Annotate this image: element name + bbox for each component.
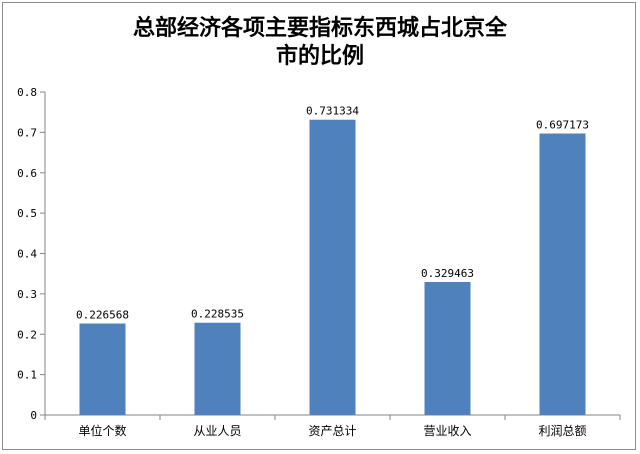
y-tick-label: 0.2 [17, 328, 37, 341]
y-tick-label: 0.5 [17, 207, 37, 220]
data-label: 0.731334 [306, 105, 359, 118]
y-tick-label: 0.8 [17, 86, 37, 99]
x-category-label: 单位个数 [78, 423, 126, 438]
y-tick-label: 0.3 [17, 288, 37, 301]
data-label: 0.329463 [421, 267, 474, 280]
y-tick-label: 0.6 [17, 167, 37, 180]
data-label: 0.226568 [76, 309, 129, 322]
chart-title-line-1: 总部经济各项主要指标东西城占北京全 [132, 15, 507, 41]
chart-title-line-2: 市的比例 [275, 43, 364, 69]
chart-title: 总部经济各项主要指标东西城占北京全 市的比例 [0, 14, 640, 70]
y-tick-label: 0.4 [17, 248, 37, 261]
x-category-label: 营业收入 [423, 424, 471, 438]
data-label: 0.228535 [191, 308, 244, 321]
y-tick-label: 0 [30, 409, 37, 422]
x-category-label: 从业人员 [193, 424, 241, 438]
bar [79, 323, 126, 415]
bar [309, 119, 356, 415]
x-category-label: 利润总额 [538, 424, 586, 438]
y-tick-label: 0.7 [17, 126, 37, 139]
data-label: 0.697173 [536, 119, 589, 132]
bar [424, 281, 471, 415]
bar [539, 133, 586, 415]
x-category-label: 资产总计 [308, 424, 356, 438]
bar [194, 322, 241, 415]
y-tick-label: 0.1 [17, 369, 37, 382]
